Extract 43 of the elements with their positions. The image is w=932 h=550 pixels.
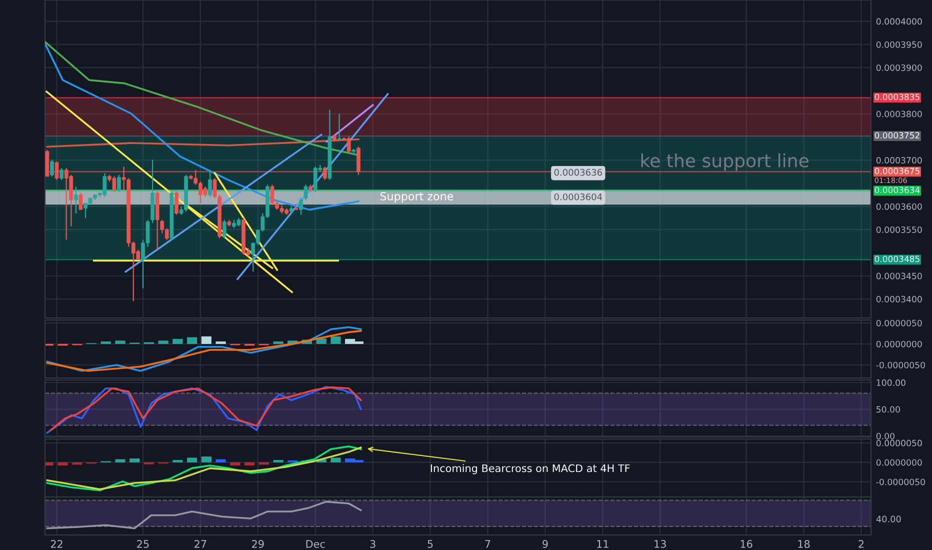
y-tick-label: 0.0003450: [876, 272, 922, 280]
annotation: 0.0003636: [554, 168, 602, 176]
ref-line-label: 0.0003675: [874, 168, 920, 174]
y-tick-label: 0.0000000: [876, 459, 922, 466]
y-tick-label: -0.0000050: [876, 478, 925, 486]
y-tick-label: 0.0004000: [876, 18, 922, 25]
x-tick-label: 22: [50, 540, 62, 548]
y-tick-label: 0.0003800: [876, 110, 922, 118]
y-tick-label: 0.0003900: [876, 64, 922, 71]
y-tick-label: 0.0000050: [876, 440, 922, 446]
x-tick-label: 11: [597, 540, 608, 548]
x-tick-label: 16: [740, 540, 752, 548]
y-tick-label: 0.0003950: [876, 41, 922, 48]
y-tick-label: 50.00: [876, 406, 900, 413]
y-tick-label: 0.00: [876, 432, 894, 440]
y-tick-label: -0.0000050: [876, 362, 925, 368]
y-tick-label: 100.00: [876, 379, 906, 386]
x-tick-label: 25: [137, 540, 149, 548]
y-tick-label: 0.0000050: [876, 320, 922, 326]
annotation: ke the support line: [641, 153, 808, 171]
text: 40.00: [876, 516, 901, 522]
x-tick-label: 7: [485, 540, 490, 548]
x-tick-label: 18: [798, 540, 810, 548]
band-label: Support zone: [380, 192, 454, 203]
x-tick-label: 5: [428, 540, 433, 548]
ref-line-label: 0.0003485: [874, 256, 920, 262]
annotation: Incoming Bearcross on MACD at 4H TF: [430, 464, 630, 474]
x-tick-label: 29: [252, 540, 264, 548]
ref-line-label: 0.0003634: [874, 186, 920, 194]
y-tick-label: 0.0003600: [876, 203, 922, 210]
x-tick-label: 2: [858, 540, 864, 548]
y-tick-label: 0.0003550: [876, 226, 922, 233]
y-tick-label: 0.0003700: [876, 157, 922, 164]
x-tick-label: 9: [542, 540, 548, 548]
ref-line-label: 0.0003835: [874, 94, 920, 100]
ref-line-label: 0.0003752: [874, 132, 920, 139]
y-tick-label: 0.0000000: [876, 340, 922, 348]
x-tick-label: 13: [654, 540, 666, 548]
y-tick-label: 0.0003400: [876, 296, 922, 302]
x-tick-label: 3: [370, 540, 376, 548]
x-tick-label: Dec: [306, 540, 325, 548]
x-tick-label: 27: [194, 540, 206, 548]
annotation: 0.0003604: [554, 193, 602, 200]
